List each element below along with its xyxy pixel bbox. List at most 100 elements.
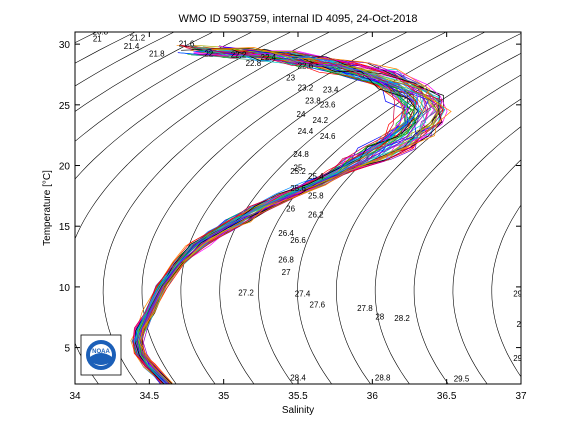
profile-line (137, 52, 420, 383)
density-contour-22.8 (0, 20, 44, 396)
y-tick-label: 25 (59, 101, 71, 112)
profile-line (140, 51, 441, 383)
contour-label: 27.8 (357, 304, 373, 313)
density-contour-24.4 (75, 32, 331, 384)
density-contour-22.6 (0, 20, 5, 396)
profile-line (142, 52, 443, 384)
profile-line (141, 48, 444, 384)
contour-label: 23.4 (323, 86, 339, 95)
contour-label: 29 (517, 320, 526, 329)
profile-line (139, 48, 439, 384)
y-tick-label: 5 (64, 344, 70, 355)
noaa-logo-text: NOAA (92, 349, 110, 355)
profile-line (140, 49, 444, 384)
contour-label: 29.5 (454, 375, 470, 384)
profile-line (137, 48, 421, 383)
profile-line (139, 47, 452, 384)
contour-label: 23.8 (305, 97, 321, 106)
profile-line (134, 53, 406, 383)
profile-line (135, 49, 418, 384)
density-contour-23.8 (75, 32, 214, 112)
contour-label: 27 (282, 268, 291, 277)
profile-line (134, 47, 418, 384)
profile-line (135, 45, 412, 384)
y-tick-label: 30 (59, 40, 71, 51)
profile-line (136, 51, 417, 384)
profile-line (133, 51, 409, 384)
profile-line (131, 44, 404, 384)
contour-label: 25.8 (308, 191, 324, 200)
profile-line (140, 47, 430, 384)
profile-line (138, 50, 427, 383)
profile-line (132, 51, 412, 383)
contour-label: 28.4 (290, 373, 306, 382)
profile-line (135, 47, 406, 384)
contour-label: 21.6 (179, 40, 195, 49)
profile-line (134, 50, 420, 384)
contour-label: 21.2 (130, 34, 146, 43)
density-contour-26.2 (413, 126, 521, 384)
profile-line (135, 49, 415, 384)
profile-line (139, 50, 427, 384)
contour-label: 27.2 (238, 288, 254, 297)
profile-line (135, 51, 415, 384)
density-contour-24.2 (75, 32, 292, 180)
density-contour-25.8 (335, 74, 521, 384)
contour-label: 25.4 (308, 172, 324, 181)
contour-label: 24.4 (298, 127, 314, 136)
density-contour-23.6 (75, 32, 175, 87)
density-contour-25 (180, 32, 447, 384)
noaa-logo: NOAA (80, 334, 122, 376)
profile-line (137, 50, 417, 384)
contour-label: 28 (375, 313, 384, 322)
density-contour-24.6 (102, 32, 370, 384)
contour-label: 28.2 (394, 314, 410, 323)
contour-label: 22.4 (261, 53, 277, 62)
x-tick-label: 34 (69, 391, 81, 402)
profile-line (143, 52, 439, 384)
x-tick-label: 35 (218, 391, 230, 402)
contour-label: 25.2 (290, 167, 306, 176)
contour-label: 24.6 (320, 132, 336, 141)
contour-label: 23.2 (298, 83, 314, 92)
contour-label: 28.8 (375, 373, 391, 382)
x-tick-label: 34.5 (140, 391, 160, 402)
x-tick-label: 37 (515, 391, 527, 402)
contour-label: 24 (297, 110, 306, 119)
profile-line (134, 47, 414, 384)
density-contour-26.8 (531, 20, 576, 396)
profile-line (135, 47, 411, 383)
x-tick-label: 36 (367, 391, 379, 402)
contour-labels: 20.821 21.221.4 21.6 21.8 22 22.2 22.4 22.6 22.8… (93, 27, 529, 384)
contour-label: 22.6 (298, 61, 314, 70)
profile-line (137, 44, 424, 383)
profile-line (140, 48, 438, 384)
contour-label: 29.2 (513, 354, 529, 363)
density-contour-26 (374, 98, 521, 384)
profile-line (138, 49, 441, 383)
profile-line (133, 47, 416, 384)
contour-label: 26.8 (278, 256, 294, 265)
x-tick-label: 36.5 (437, 391, 457, 402)
contour-label: 21.8 (149, 49, 165, 58)
profile-line (135, 51, 417, 384)
profile-line (132, 44, 396, 384)
y-tick-label: 20 (59, 162, 71, 173)
contour-label: 20.8 (93, 27, 109, 36)
x-axis: 34 34.5 35 35.5 36 36.5 37 (69, 32, 527, 402)
contour-label: 26.4 (278, 229, 294, 238)
contour-label: 23 (286, 74, 295, 83)
y-tick-label: 10 (59, 283, 71, 294)
x-tick-label: 35.5 (288, 391, 308, 402)
profile-line (139, 48, 439, 384)
contour-label: 29.6 (513, 290, 529, 299)
contour-label: 27.4 (295, 290, 311, 299)
y-tick-label: 15 (59, 222, 71, 233)
profile-line (139, 49, 429, 384)
profiles (130, 44, 452, 384)
profile-line (133, 46, 415, 384)
contour-label: 22.2 (231, 51, 247, 60)
chart-title: WMO ID 5903759, internal ID 4095, 24-Oct… (178, 13, 417, 25)
profile-line (136, 53, 419, 384)
